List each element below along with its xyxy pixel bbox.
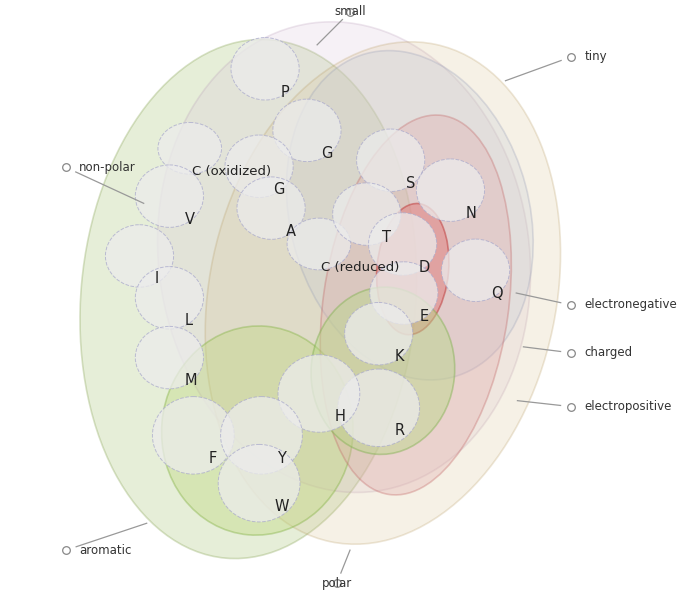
Text: I: I [155, 271, 160, 286]
Ellipse shape [237, 177, 305, 239]
Ellipse shape [356, 129, 425, 191]
Text: M: M [185, 373, 197, 388]
Ellipse shape [332, 183, 401, 245]
Ellipse shape [135, 165, 204, 227]
Ellipse shape [231, 38, 299, 100]
Ellipse shape [106, 225, 174, 287]
Ellipse shape [162, 326, 353, 535]
Text: A: A [286, 224, 295, 239]
Text: S: S [406, 176, 416, 191]
Ellipse shape [442, 239, 510, 301]
Ellipse shape [225, 135, 293, 197]
Ellipse shape [338, 369, 419, 447]
Text: W: W [274, 499, 289, 514]
Text: T: T [382, 230, 391, 245]
Text: G: G [321, 146, 332, 161]
Ellipse shape [286, 51, 533, 380]
Ellipse shape [158, 22, 531, 493]
Text: Y: Y [277, 451, 286, 466]
Ellipse shape [273, 99, 341, 161]
Text: D: D [418, 260, 429, 274]
Ellipse shape [205, 42, 561, 544]
Ellipse shape [377, 203, 449, 335]
Text: R: R [394, 423, 405, 438]
Text: H: H [335, 409, 345, 424]
Text: C (oxidized): C (oxidized) [192, 165, 272, 178]
Text: tiny: tiny [584, 50, 607, 63]
Ellipse shape [218, 444, 300, 522]
Text: electronegative: electronegative [584, 298, 677, 312]
Text: C (reduced): C (reduced) [321, 261, 400, 274]
Ellipse shape [278, 355, 360, 432]
Ellipse shape [344, 303, 413, 365]
Text: Q: Q [491, 286, 503, 301]
Text: E: E [419, 309, 428, 324]
Ellipse shape [80, 39, 416, 559]
Ellipse shape [287, 218, 351, 270]
Text: polar: polar [322, 576, 352, 590]
Text: V: V [185, 212, 195, 227]
Ellipse shape [370, 262, 438, 324]
Ellipse shape [368, 213, 437, 275]
Text: non-polar: non-polar [79, 161, 136, 174]
Ellipse shape [416, 159, 484, 221]
Text: electropositive: electropositive [584, 400, 672, 413]
Text: K: K [394, 349, 404, 364]
Ellipse shape [153, 396, 234, 474]
Text: N: N [466, 206, 477, 221]
Ellipse shape [311, 287, 455, 454]
Text: L: L [185, 313, 193, 328]
Text: P: P [281, 85, 289, 100]
Text: charged: charged [584, 346, 633, 359]
Text: G: G [274, 182, 285, 197]
Ellipse shape [135, 267, 204, 329]
Ellipse shape [220, 396, 302, 474]
Ellipse shape [135, 327, 204, 389]
Text: aromatic: aromatic [79, 544, 132, 557]
Ellipse shape [158, 123, 221, 174]
Text: small: small [334, 5, 366, 19]
Ellipse shape [320, 115, 512, 495]
Text: F: F [209, 451, 217, 466]
